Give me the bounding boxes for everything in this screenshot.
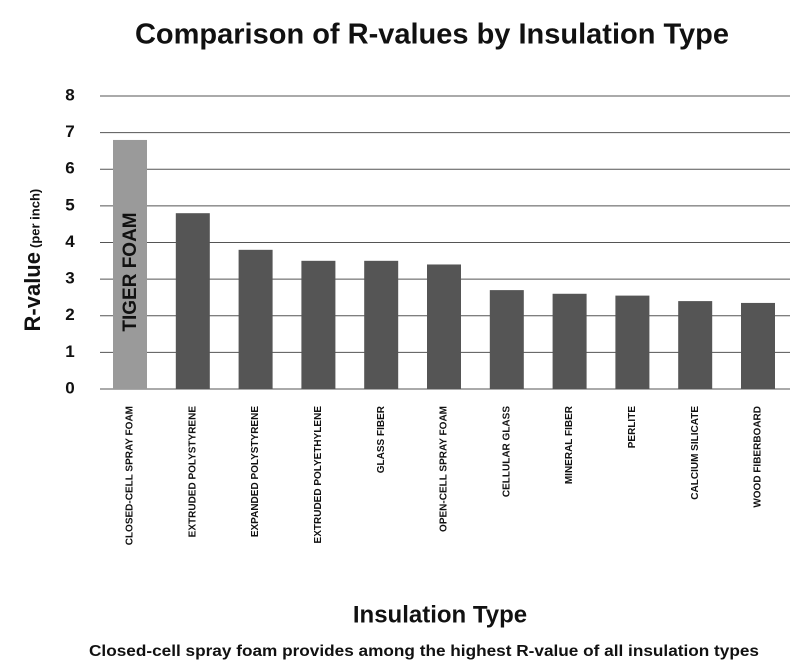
chart-title: Comparison of R-values by Insulation Typ… [135,19,729,51]
y-tick-label: 0 [65,378,74,397]
x-tick-label: CALCIUM SILICATE [690,406,701,500]
x-tick-label: EXPANDED POLYSTYRENE [250,406,261,537]
y-tick-label: 3 [65,269,74,288]
y-tick-label: 1 [65,342,74,361]
x-tick-label: CLOSED-CELL SPRAY FOAM [125,406,136,545]
y-axis-title: R-value (per inch) [20,189,45,332]
bar [427,264,461,389]
x-tick-label: EXTRUDED POLYETHYLENE [313,406,324,544]
x-tick-label: EXTRUDED POLYSTYRENE [187,406,198,538]
bar [552,293,587,389]
y-label: R-value [20,252,45,331]
y-tick-label: 7 [65,122,74,141]
x-tick-label: GLASS FIBER [376,405,387,473]
x-tick-label: OPEN-CELL SPRAY FOAM [439,406,450,532]
x-tick-label: CELLULAR GLASS [501,406,512,497]
y-tick-label: 4 [65,232,75,251]
bar [489,290,524,389]
bar [238,249,273,389]
bar [113,139,147,389]
bar [615,295,650,389]
y-tick-label: 6 [65,159,74,178]
x-axis-title: Insulation Type [353,601,527,628]
bar [678,301,713,389]
bar [301,260,336,389]
bar [175,213,210,389]
x-tick-label: WOOD FIBERBOARD [753,406,764,508]
y-tick-label: 2 [65,305,74,324]
bar-annotation: TIGER FOAM [120,212,141,331]
y-label-note: (per inch) [27,189,42,248]
bar [741,302,775,389]
bar [364,260,399,389]
y-tick-label: 8 [65,85,74,104]
y-tick-label: 5 [65,195,74,214]
x-tick-label: PERLITE [627,406,638,449]
caption: Closed-cell spray foam provides among th… [89,643,759,660]
x-tick-label: MINERAL FIBER [564,405,575,484]
